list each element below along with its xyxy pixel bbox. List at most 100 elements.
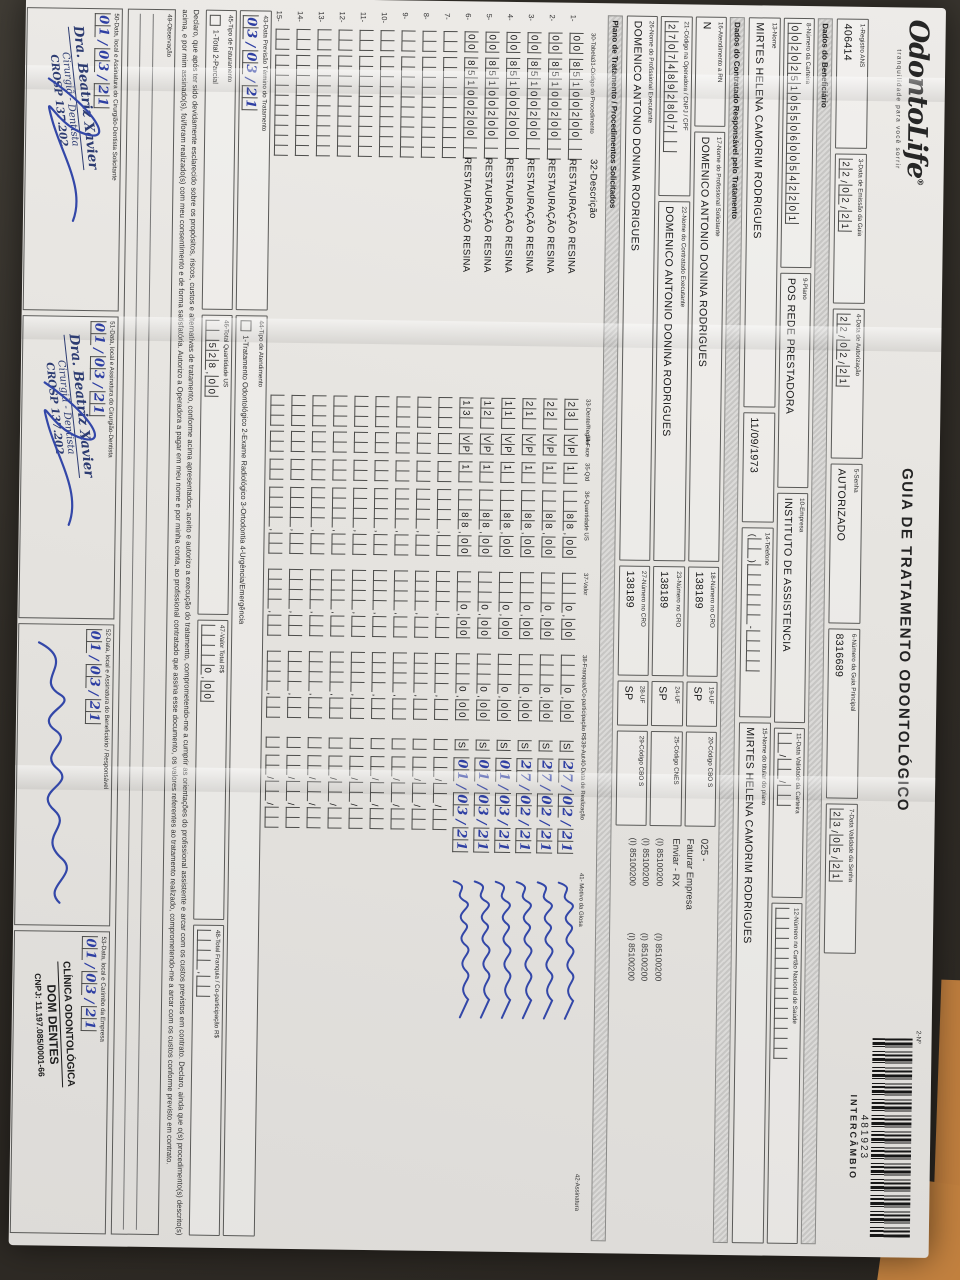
digit-cell <box>316 55 331 66</box>
digit-cell <box>400 56 415 67</box>
digit-cell: / <box>242 42 258 48</box>
digit-cell: 0 <box>520 536 535 547</box>
digit-cell: 0 <box>526 118 541 129</box>
digit-cell <box>295 84 310 96</box>
digit-cell <box>336 135 351 146</box>
col-franquia: 38-Franquia/Co-participação R$ <box>579 654 587 741</box>
digit-cell <box>294 144 309 157</box>
digit-cell: 0 <box>536 793 553 806</box>
digit-cell <box>391 698 407 709</box>
digit-cell: 2 <box>836 365 851 376</box>
digit-cells <box>290 430 305 453</box>
digit-cells <box>395 460 410 482</box>
digit-cell <box>288 598 303 610</box>
digit-cell <box>287 660 302 672</box>
col-descricao: 32-Descrição <box>586 159 599 219</box>
digit-cell: V <box>479 433 494 444</box>
digit-cell <box>348 781 363 792</box>
digit-cell <box>393 590 408 601</box>
digit-cell: P <box>521 444 536 456</box>
digit-cell <box>391 756 406 767</box>
digit-cell: 0 <box>569 32 584 43</box>
digit-cell: 5 <box>547 68 562 79</box>
digit-cell <box>443 40 458 53</box>
digit-cells <box>311 395 327 427</box>
digit-cell <box>316 115 331 126</box>
digit-cell <box>288 588 303 600</box>
digit-cell: 0 <box>478 545 493 557</box>
digit-cell <box>310 507 325 518</box>
digit-cells: , <box>350 569 366 637</box>
digit-cell: 1 <box>473 769 491 782</box>
digit-cells <box>296 28 311 51</box>
digit-cell <box>396 396 411 407</box>
digit-cell <box>497 673 512 684</box>
digit-cell <box>352 497 367 508</box>
digit-cell: V <box>563 434 578 445</box>
digit-cells: , <box>265 650 281 718</box>
digit-cell: 0 <box>476 683 491 694</box>
digit-cell: 0 <box>517 710 532 722</box>
digit-cell <box>295 64 310 76</box>
digit-cell: 2 <box>542 408 558 419</box>
digit-cell <box>499 489 514 501</box>
digit-cell <box>309 589 324 600</box>
digit-cell <box>316 105 331 116</box>
digit-cell: 0 <box>474 757 491 770</box>
digit-cell: 3 <box>829 818 845 829</box>
digit-cell <box>337 105 352 116</box>
field-data-nascimento: 11/09/1973 <box>742 412 776 523</box>
digit-cell <box>415 544 430 556</box>
digit-cell <box>379 116 394 127</box>
digit-cell <box>266 670 281 681</box>
digit-cell <box>328 737 343 749</box>
digit-cells <box>353 431 368 453</box>
digit-cell: S <box>538 740 553 752</box>
digit-cell: 0 <box>81 936 98 949</box>
field-cnes-25: 25-Código CNES <box>649 730 683 827</box>
digit-cell <box>420 126 436 137</box>
digit-cell: 1 <box>836 375 851 387</box>
digit-cells: S <box>475 739 490 751</box>
digit-cell <box>540 582 555 593</box>
field-empresa: 10-Empresa INSTITUTO DE ASSISTENCIA <box>773 492 809 724</box>
digit-cell: / <box>515 820 531 826</box>
digit-cell: / <box>473 784 489 790</box>
digit-cells: , <box>373 488 388 556</box>
col-quantidade-us: 36-Quantidade US <box>582 490 589 541</box>
handwritten-cells: 2 7/0 2/2 1 <box>556 758 575 854</box>
digit-cell <box>422 30 437 41</box>
digit-cell <box>295 54 310 66</box>
routing-annotations: 025 - Faturar Empresa Enviar - RX (I) 85… <box>623 838 712 1029</box>
digit-cell <box>269 468 284 480</box>
digit-cell <box>311 459 326 470</box>
digit-cell: 5 <box>505 67 520 79</box>
digit-cell <box>337 65 352 76</box>
digit-cell <box>331 487 346 498</box>
digit-cell <box>310 487 325 498</box>
digit-cell <box>352 517 367 528</box>
digit-cell <box>379 86 394 97</box>
digit-cell: 0 <box>204 375 219 386</box>
digit-cell <box>436 534 451 546</box>
procedure-code: (I) 85100200 <box>639 932 651 982</box>
digit-cell <box>306 765 322 776</box>
digit-cell <box>353 469 368 481</box>
digit-cell <box>350 671 365 682</box>
digit-cell: / <box>80 998 96 1004</box>
digit-cell: 2 <box>547 108 562 119</box>
digit-cell <box>478 499 493 510</box>
beneficiary-signature-scribble <box>38 640 69 904</box>
digit-cell <box>563 418 578 430</box>
digit-cell: 8 <box>457 509 472 520</box>
digit-cell: 0 <box>527 42 542 54</box>
digit-cell <box>540 592 555 603</box>
digit-cell <box>296 28 311 40</box>
